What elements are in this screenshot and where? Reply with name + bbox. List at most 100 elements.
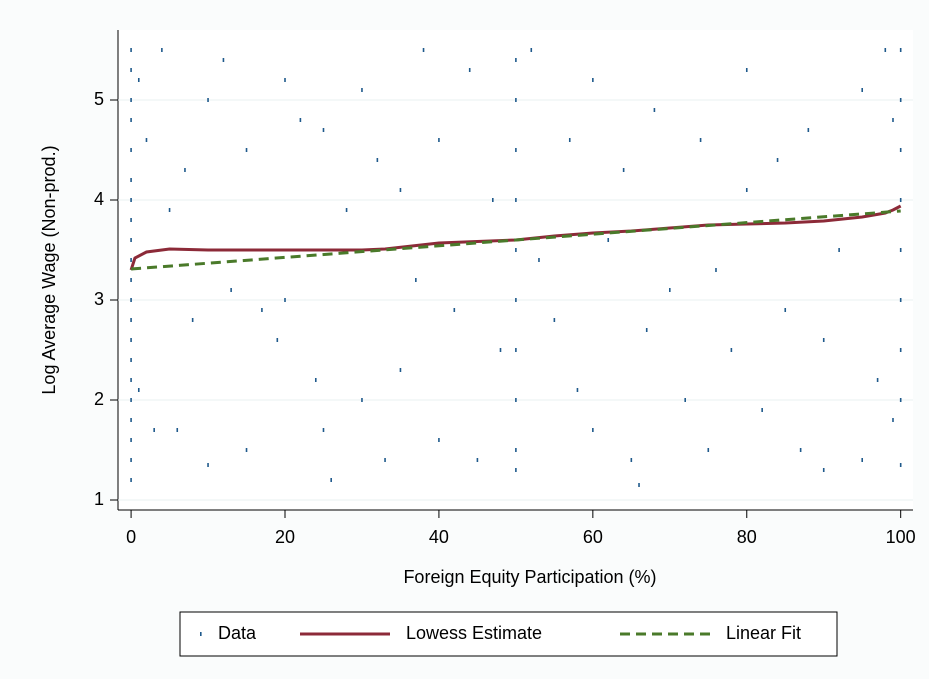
x-tick-label: 100 — [886, 527, 916, 547]
x-tick-label: 40 — [429, 527, 449, 547]
data-point — [399, 188, 402, 192]
data-point — [553, 318, 556, 322]
data-point — [515, 148, 517, 152]
data-point — [130, 98, 132, 102]
data-point — [699, 138, 702, 142]
data-point — [476, 458, 479, 462]
y-tick-label: 1 — [94, 489, 104, 509]
data-point — [515, 468, 517, 472]
data-point — [284, 298, 286, 302]
data-point — [130, 458, 132, 462]
data-point — [361, 88, 363, 92]
data-point — [153, 428, 155, 432]
data-point — [322, 128, 325, 132]
data-point — [130, 68, 132, 72]
data-point — [207, 463, 209, 467]
data-point — [130, 198, 132, 202]
data-point — [130, 378, 132, 382]
y-tick-label: 4 — [94, 189, 104, 209]
data-point — [638, 483, 640, 487]
data-point — [130, 478, 132, 482]
x-axis-label: Foreign Equity Participation (%) — [403, 567, 656, 587]
data-point — [137, 388, 140, 392]
data-point — [130, 178, 132, 182]
data-point — [284, 78, 286, 82]
data-point — [730, 348, 733, 352]
x-tick-label: 20 — [275, 527, 295, 547]
data-point — [161, 48, 163, 52]
y-tick-label: 3 — [94, 289, 104, 309]
data-point — [822, 338, 825, 342]
data-point — [376, 158, 379, 162]
data-point — [130, 338, 132, 342]
data-point — [838, 248, 840, 252]
data-point — [653, 108, 656, 112]
data-point — [899, 198, 902, 202]
data-point — [191, 318, 194, 322]
data-point — [899, 398, 902, 402]
data-point — [130, 218, 132, 222]
data-point — [538, 258, 540, 262]
data-point — [438, 138, 440, 142]
x-tick-label: 0 — [126, 527, 136, 547]
legend-label: Data — [218, 623, 257, 643]
data-point — [491, 198, 494, 202]
data-point — [130, 318, 132, 322]
data-point — [176, 428, 179, 432]
data-point — [438, 438, 440, 442]
data-point — [576, 388, 579, 392]
data-point — [515, 298, 517, 302]
data-point — [361, 398, 363, 402]
data-point — [453, 308, 456, 312]
data-point — [861, 88, 864, 92]
data-point — [130, 148, 132, 152]
data-point — [745, 188, 748, 192]
data-point — [892, 418, 894, 422]
data-point — [399, 368, 402, 372]
data-point — [622, 168, 625, 172]
data-point — [784, 308, 787, 312]
data-point — [515, 448, 517, 452]
data-point — [530, 48, 533, 52]
data-point — [899, 348, 902, 352]
data-point — [515, 198, 517, 202]
data-point — [130, 418, 132, 422]
data-point — [715, 268, 717, 272]
data-point — [184, 168, 186, 172]
data-point — [822, 468, 825, 472]
data-point — [130, 398, 132, 402]
data-point — [884, 48, 887, 52]
line — [129, 204, 902, 271]
data-point — [130, 118, 132, 122]
data-point — [684, 398, 686, 402]
data-point — [415, 278, 417, 282]
data-point — [245, 448, 248, 452]
data-point — [130, 48, 132, 52]
x-tick-label: 60 — [583, 527, 603, 547]
line — [130, 209, 901, 271]
data-point — [130, 258, 132, 262]
plot-area — [118, 30, 913, 510]
data-point — [515, 58, 517, 62]
data-point — [207, 98, 209, 102]
data-point — [130, 438, 132, 442]
y-tick-label: 2 — [94, 389, 104, 409]
legend — [179, 611, 838, 657]
data-point — [515, 398, 517, 402]
data-point — [645, 328, 648, 332]
data-point — [669, 288, 671, 292]
data-point — [168, 208, 171, 212]
data-point — [899, 98, 902, 102]
data-point — [130, 238, 132, 242]
data-point — [745, 68, 748, 72]
data-point — [568, 138, 571, 142]
data-point — [222, 58, 225, 62]
data-point — [899, 463, 902, 467]
x-tick-label: 80 — [737, 527, 757, 547]
data-point — [330, 478, 332, 482]
y-axis-label: Log Average Wage (Non-prod.) — [39, 145, 59, 394]
data-point — [468, 68, 471, 72]
data-point — [515, 98, 517, 102]
data-point — [314, 378, 317, 382]
